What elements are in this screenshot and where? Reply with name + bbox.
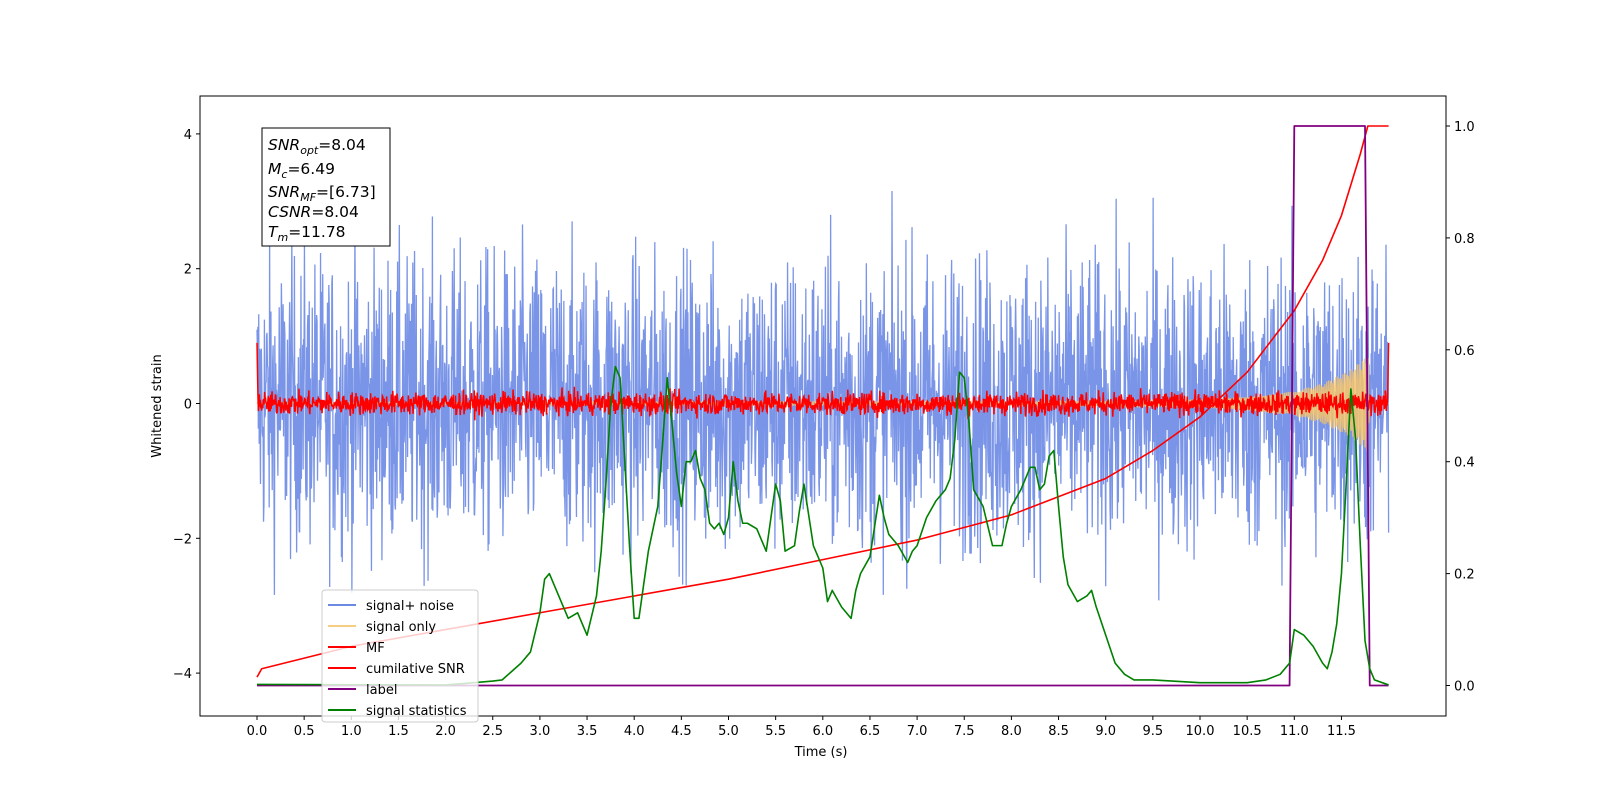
y-axis-left: −4 −2 0 2 4 <box>173 128 200 682</box>
legend-entry: label <box>366 683 397 698</box>
legend-entry: signal statistics <box>366 704 467 719</box>
legend: signal+ noise signal only MF cumilative SNR… <box>321 589 479 723</box>
series-mf <box>256 342 1390 421</box>
legend-entry: signal only <box>366 620 436 635</box>
x-tick-label: 10.5 <box>1233 724 1262 739</box>
y-right-tick-label: 0.6 <box>1454 344 1475 359</box>
x-tick-label: 0.0 <box>247 724 268 739</box>
x-tick-label: 9.0 <box>1095 724 1116 739</box>
annotation-snr-mf: SNRMF=[6.73] <box>268 183 376 204</box>
y-right-tick-label: 1.0 <box>1454 120 1475 135</box>
x-tick-label: 4.5 <box>671 724 692 739</box>
annotation-mc: Mc=6.49 <box>268 160 335 181</box>
legend-entry: MF <box>366 641 385 656</box>
series-signal-statistics <box>256 365 1389 686</box>
x-tick-label: 11.0 <box>1280 724 1309 739</box>
x-tick-label: 6.0 <box>812 724 833 739</box>
y-right-tick-label: 0.4 <box>1454 456 1475 471</box>
x-tick-label: 3.5 <box>577 724 598 739</box>
x-tick-label: 7.5 <box>954 724 975 739</box>
legend-frame <box>321 589 479 723</box>
annotation-tm: Tm=11.78 <box>268 223 346 244</box>
y-left-tick-label: 2 <box>184 263 192 278</box>
series-label <box>257 125 1389 687</box>
y-right-tick-label: 0.2 <box>1454 568 1475 583</box>
x-tick-label: 5.5 <box>765 724 786 739</box>
x-tick-label: 10.0 <box>1186 724 1215 739</box>
x-tick-label: 2.5 <box>482 724 503 739</box>
x-tick-label: 0.5 <box>294 724 315 739</box>
x-axis-label: Time (s) <box>794 745 848 760</box>
x-tick-label: 5.0 <box>718 724 739 739</box>
x-tick-label: 6.5 <box>860 724 881 739</box>
x-tick-label: 9.5 <box>1143 724 1164 739</box>
x-tick-label: 4.0 <box>624 724 645 739</box>
x-tick-label: 1.5 <box>388 724 409 739</box>
x-axis: 0.0 0.5 1.0 1.5 2.0 2.5 3.0 3.5 4.0 4.5 5.0 5.5 6.0 6… <box>247 716 1356 739</box>
legend-entry: signal+ noise <box>366 599 454 614</box>
y-axis-right: 0.0 0.2 0.4 0.6 0.8 1.0 <box>1446 120 1475 695</box>
x-tick-label: 3.0 <box>530 724 551 739</box>
annotation-csnr: CSNR=8.04 <box>268 203 359 221</box>
series-signal-noise <box>256 191 1390 601</box>
annotation-snr-opt: SNRopt=8.04 <box>268 136 366 157</box>
x-tick-label: 8.0 <box>1001 724 1022 739</box>
y-left-tick-label: −4 <box>173 667 192 682</box>
x-tick-label: 7.0 <box>907 724 928 739</box>
x-tick-label: 8.5 <box>1048 724 1069 739</box>
y-left-tick-label: 4 <box>184 128 192 143</box>
x-tick-label: 2.0 <box>435 724 456 739</box>
y-left-tick-label: −2 <box>173 532 192 547</box>
y-axis-label: Whitened strain <box>150 354 165 457</box>
y-left-tick-label: 0 <box>184 398 192 413</box>
x-tick-label: 11.5 <box>1327 724 1356 739</box>
x-tick-label: 1.0 <box>341 724 362 739</box>
legend-entry: cumilative SNR <box>366 662 465 677</box>
y-right-tick-label: 0.0 <box>1454 680 1475 695</box>
y-right-tick-label: 0.8 <box>1454 232 1475 247</box>
annotation-box: SNRopt=8.04 Mc=6.49 SNRMF=[6.73] CSNR=8.… <box>261 127 391 247</box>
